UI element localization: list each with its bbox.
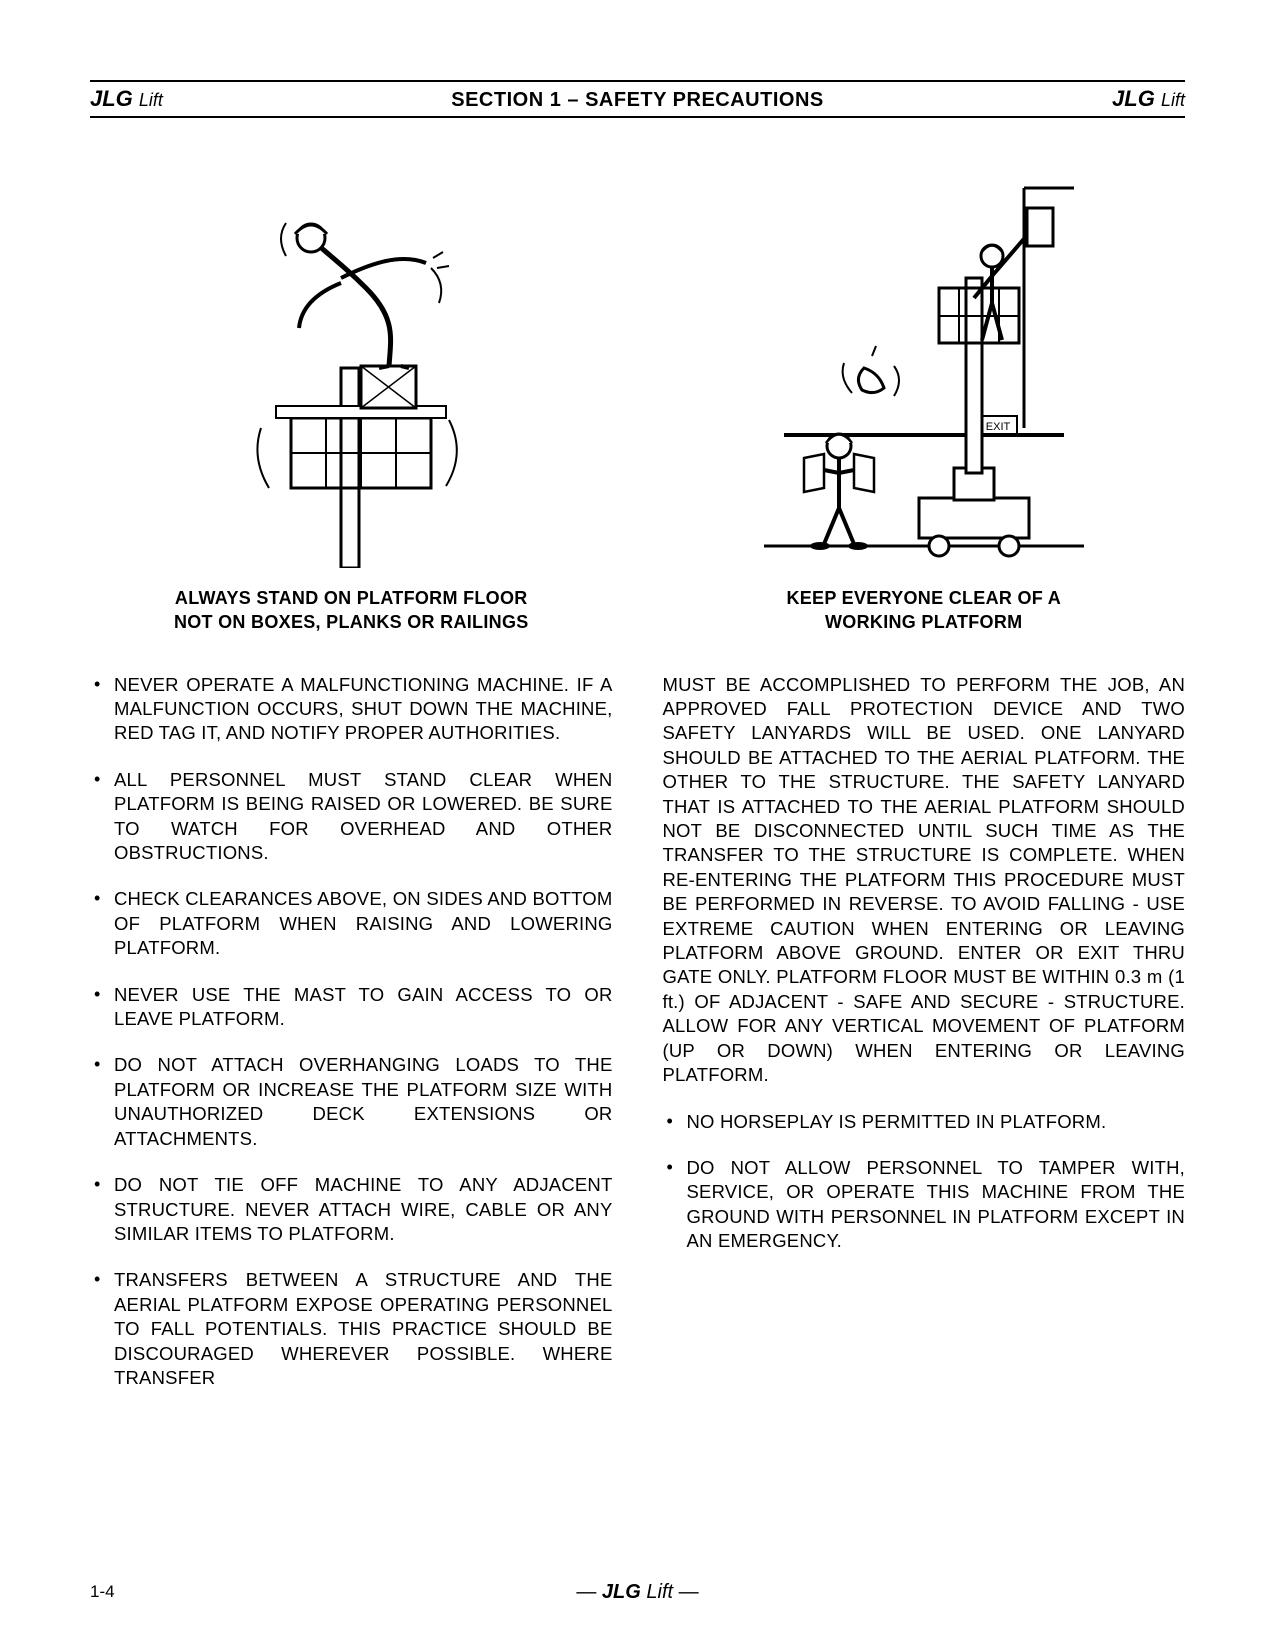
- list-item: DO NOT ATTACH OVERHANGING LOADS TO THE P…: [90, 1053, 613, 1151]
- caption-right-line2: WORKING PLATFORM: [825, 612, 1022, 632]
- right-column: EXIT: [663, 168, 1186, 1412]
- page: JLG Lift SECTION 1 – SAFETY PRECAUTIONS …: [0, 0, 1275, 1650]
- figure-left: [90, 168, 613, 568]
- illustration-platform-fall-icon: [191, 168, 511, 568]
- illustration-keep-clear-icon: EXIT: [744, 168, 1104, 568]
- caption-left-line2: NOT ON BOXES, PLANKS OR RAILINGS: [174, 612, 529, 632]
- caption-right: KEEP EVERYONE CLEAR OF A WORKING PLATFOR…: [689, 586, 1159, 635]
- list-item: ALL PERSONNEL MUST STAND CLEAR WHEN PLAT…: [90, 768, 613, 866]
- bullets-right: NO HORSEPLAY IS PERMITTED IN PLATFORM. D…: [663, 1110, 1186, 1254]
- section-title: SECTION 1 – SAFETY PRECAUTIONS: [451, 89, 823, 112]
- list-item: NO HORSEPLAY IS PERMITTED IN PLATFORM.: [663, 1110, 1186, 1134]
- bullets-left: NEVER OPERATE A MALFUNCTIONING MACHINE. …: [90, 673, 613, 1391]
- svg-text:EXIT: EXIT: [986, 421, 1011, 433]
- brand-left: JLG Lift: [90, 86, 163, 112]
- caption-left-line1: ALWAYS STAND ON PLATFORM FLOOR: [175, 588, 528, 608]
- page-header: JLG Lift SECTION 1 – SAFETY PRECAUTIONS …: [90, 84, 1185, 118]
- figure-right: EXIT: [663, 168, 1186, 568]
- footer-brand-text: JLG: [602, 1581, 641, 1603]
- brand-right-text: JLG: [1112, 86, 1155, 111]
- list-item: DO NOT TIE OFF MACHINE TO ANY ADJACENT S…: [90, 1173, 613, 1246]
- list-item: NEVER USE THE MAST TO GAIN ACCESS TO OR …: [90, 983, 613, 1032]
- brand-right-suffix: Lift: [1161, 90, 1185, 110]
- list-item: CHECK CLEARANCES ABOVE, ON SIDES AND BOT…: [90, 887, 613, 960]
- brand-right: JLG Lift: [1112, 86, 1185, 112]
- header-rule: [90, 80, 1185, 82]
- list-item: TRANSFERS BETWEEN A STRUCTURE AND THE AE…: [90, 1268, 613, 1390]
- brand-left-text: JLG: [90, 86, 133, 111]
- page-footer: 1-4 — JLG Lift —: [90, 1581, 1185, 1602]
- caption-right-line1: KEEP EVERYONE CLEAR OF A: [786, 588, 1061, 608]
- footer-brand-suffix: Lift: [646, 1581, 673, 1603]
- list-item: DO NOT ALLOW PERSONNEL TO TAMPER WITH, S…: [663, 1156, 1186, 1254]
- brand-left-suffix: Lift: [139, 90, 163, 110]
- content-columns: ALWAYS STAND ON PLATFORM FLOOR NOT ON BO…: [90, 168, 1185, 1412]
- footer-brand: — JLG Lift —: [90, 1581, 1185, 1604]
- caption-left: ALWAYS STAND ON PLATFORM FLOOR NOT ON BO…: [116, 586, 586, 635]
- continuation-paragraph: MUST BE ACCOMPLISHED TO PERFORM THE JOB,…: [663, 673, 1186, 1088]
- left-column: ALWAYS STAND ON PLATFORM FLOOR NOT ON BO…: [90, 168, 613, 1412]
- list-item: NEVER OPERATE A MALFUNCTIONING MACHINE. …: [90, 673, 613, 746]
